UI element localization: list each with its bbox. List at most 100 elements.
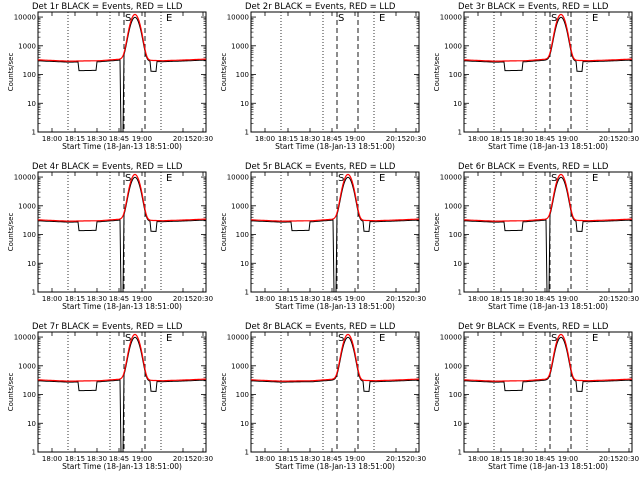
y-tick-label: 100 [236, 231, 249, 239]
end-flag: E [592, 173, 598, 184]
x-tick-label: 18:30 [513, 135, 533, 143]
x-tick-label: 18:45 [535, 455, 555, 463]
end-flag: E [379, 173, 385, 184]
x-axis-label: Start Time (18-Jan-13 18:51:00) [62, 462, 182, 471]
x-tick-label: 18:00 [468, 455, 488, 463]
x-tick-label: 20:30 [619, 135, 639, 143]
x-axis-label: Start Time (18-Jan-13 18:51:00) [488, 302, 608, 311]
y-tick-label: 100 [23, 391, 36, 399]
x-tick-label: 20:30 [406, 135, 426, 143]
start-flag: S [338, 13, 344, 24]
end-flag: E [592, 333, 598, 344]
start-flag: S [338, 333, 344, 344]
x-tick-label: 18:15 [491, 295, 511, 303]
series-events-line [250, 176, 420, 293]
y-tick-label: 10 [240, 420, 249, 428]
series-lld-line [38, 333, 206, 382]
plot-frame [250, 331, 420, 453]
x-tick-label: 18:30 [87, 295, 107, 303]
x-axis-label: Start Time (18-Jan-13 18:51:00) [62, 302, 182, 311]
y-tick-label: 1000 [18, 42, 36, 50]
y-tick-label: 1000 [231, 362, 249, 370]
x-tick-label: 20:30 [193, 295, 213, 303]
x-tick-label: 18:15 [65, 455, 85, 463]
series-events-line [250, 336, 420, 393]
start-flag: S [338, 173, 344, 184]
y-axis-label: Counts/sec [7, 373, 15, 412]
x-tick-label: 18:00 [42, 455, 62, 463]
y-tick-label: 100 [23, 231, 36, 239]
y-tick-label: 1000 [231, 202, 249, 210]
x-tick-label: 18:30 [300, 135, 320, 143]
x-tick-label: 19:00 [558, 135, 578, 143]
y-tick-label: 10000 [227, 14, 249, 22]
x-tick-label: 20:30 [619, 295, 639, 303]
series-events-line [463, 176, 633, 293]
panel-title: Det 2r BLACK = Events, RED = LLD [245, 2, 396, 12]
x-tick-label: 18:45 [322, 135, 342, 143]
y-tick-label: 1000 [444, 202, 462, 210]
panel-title: Det 3r BLACK = Events, RED = LLD [458, 2, 609, 12]
x-tick-label: 18:15 [278, 295, 298, 303]
x-tick-label: 20:15 [173, 135, 193, 143]
series-lld-line [38, 173, 206, 222]
y-tick-label: 10 [27, 420, 36, 428]
end-flag: E [166, 13, 172, 24]
y-tick-label: 10 [27, 100, 36, 108]
x-tick-label: 18:00 [255, 455, 275, 463]
plot-frame [37, 171, 207, 293]
end-flag: E [166, 173, 172, 184]
plot-frame [463, 331, 633, 453]
plot-frame [250, 11, 420, 133]
x-tick-label: 18:15 [65, 295, 85, 303]
x-axis-label: Start Time (18-Jan-13 18:51:00) [275, 462, 395, 471]
y-tick-label: 1 [32, 289, 36, 297]
plot-frame [463, 171, 633, 293]
y-tick-label: 1 [458, 289, 462, 297]
x-tick-label: 18:15 [278, 135, 298, 143]
x-tick-label: 18:30 [513, 455, 533, 463]
y-axis-label: Counts/sec [220, 213, 228, 252]
x-axis-label: Start Time (18-Jan-13 18:51:00) [488, 462, 608, 471]
panel-title: Det 4r BLACK = Events, RED = LLD [32, 162, 183, 172]
plot-frame [37, 331, 207, 453]
y-tick-label: 10000 [440, 14, 462, 22]
x-tick-label: 19:00 [558, 295, 578, 303]
y-tick-label: 10 [27, 260, 36, 268]
plot-frame [37, 11, 207, 133]
y-tick-label: 10 [240, 260, 249, 268]
y-tick-label: 100 [449, 71, 462, 79]
x-tick-label: 18:45 [322, 295, 342, 303]
y-tick-label: 10000 [227, 334, 249, 342]
x-tick-label: 18:15 [65, 135, 85, 143]
series-events-line [37, 336, 207, 453]
x-tick-label: 18:30 [513, 295, 533, 303]
x-tick-label: 20:15 [599, 455, 619, 463]
x-tick-label: 18:00 [42, 135, 62, 143]
y-tick-label: 1000 [444, 42, 462, 50]
start-flag: S [125, 13, 131, 24]
panel-title: Det 1r BLACK = Events, RED = LLD [32, 2, 183, 12]
y-axis-label: Counts/sec [7, 53, 15, 92]
x-tick-label: 20:15 [386, 135, 406, 143]
x-tick-label: 18:45 [535, 135, 555, 143]
series-lld-line [464, 13, 632, 62]
panel-title: Det 9r BLACK = Events, RED = LLD [458, 322, 609, 332]
series-lld-line [464, 173, 632, 222]
end-flag: E [592, 13, 598, 24]
x-tick-label: 18:15 [491, 135, 511, 143]
x-tick-label: 18:00 [255, 135, 275, 143]
y-axis-label: Counts/sec [220, 373, 228, 412]
plot-frame [250, 171, 420, 293]
y-axis-label: Counts/sec [433, 213, 441, 252]
y-tick-label: 1000 [18, 202, 36, 210]
start-flag: S [551, 333, 557, 344]
x-tick-label: 20:30 [406, 455, 426, 463]
y-tick-label: 1 [32, 129, 36, 137]
